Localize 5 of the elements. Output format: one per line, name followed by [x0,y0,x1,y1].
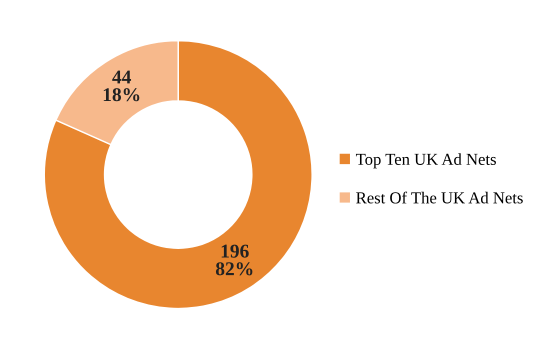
legend-label: Rest Of The UK Ad Nets [356,192,523,204]
legend-label: Top Ten UK Ad Nets [356,153,496,168]
data-label: 196 82% [216,244,252,276]
donut-slice [44,40,313,310]
data-label: 44 18% [104,70,140,102]
